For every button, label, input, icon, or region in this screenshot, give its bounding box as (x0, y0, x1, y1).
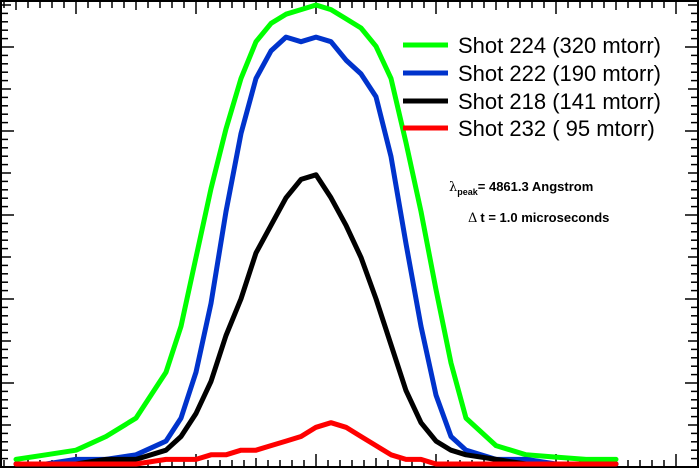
lambda-value: = 4861.3 Angstrom (478, 179, 593, 194)
legend-item: Shot 232 ( 95 mtorr) (403, 116, 655, 141)
lambda-peak-annotation: λpeak= 4861.3 Angstrom (449, 179, 593, 197)
series-shot-218 (13, 172, 619, 467)
legend-item: Shot 222 (190 mtorr) (403, 61, 661, 86)
legend-label: Shot 232 ( 95 mtorr) (458, 116, 655, 141)
legend: Shot 224 (320 mtorr) Shot 222 (190 mtorr… (403, 33, 661, 141)
legend-label: Shot 222 (190 mtorr) (458, 61, 661, 86)
lambda-symbol: λ (449, 180, 457, 195)
delta-symbol: Δ (468, 211, 477, 226)
delta-t-value: t = 1.0 microseconds (480, 210, 609, 225)
series-shot-222 (13, 34, 619, 467)
legend-item: Shot 218 (141 mtorr) (403, 89, 661, 114)
data-series (13, 2, 619, 467)
legend-item: Shot 224 (320 mtorr) (403, 33, 661, 58)
series-shot-224 (13, 2, 619, 462)
lambda-subscript: peak (457, 187, 479, 197)
series-shot-232 (13, 420, 619, 467)
legend-label: Shot 224 (320 mtorr) (458, 33, 661, 58)
legend-label: Shot 218 (141 mtorr) (458, 89, 661, 114)
